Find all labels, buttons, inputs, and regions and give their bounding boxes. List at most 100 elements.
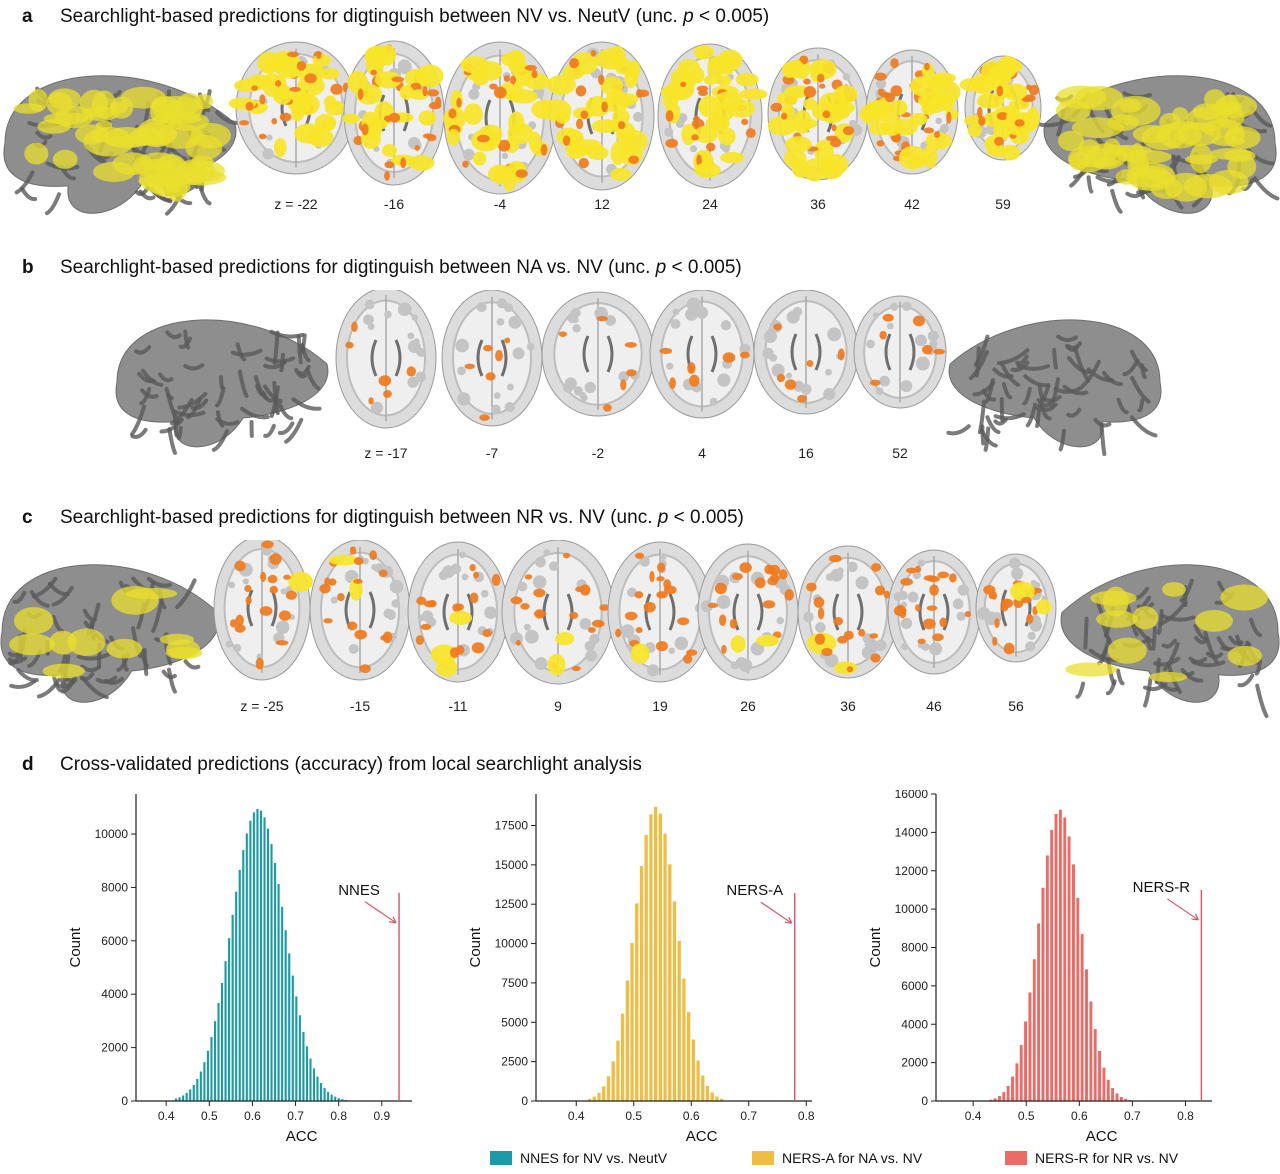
axial-brain-slice (541, 291, 655, 417)
histogram-bar (606, 1075, 611, 1102)
z-slice-label: z = -25 (240, 698, 284, 714)
panel-b-title: b Searchlight-based predictions for digti… (22, 257, 742, 279)
x-tick-label: 0.8 (1177, 1109, 1194, 1123)
histogram-bar (625, 980, 630, 1102)
y-tick-label: 6000 (101, 934, 128, 948)
lateral-brain-surface (3, 75, 241, 216)
y-tick-label: 15000 (495, 858, 529, 872)
histogram-bar (181, 1095, 185, 1102)
histogram-bar (1119, 1096, 1124, 1102)
marker-arrow (1167, 898, 1199, 921)
x-tick-label: 0.6 (244, 1109, 261, 1123)
axial-brain-slice (649, 290, 755, 419)
marker-label: NERS-R (1133, 879, 1191, 896)
panel-letter: a (22, 6, 33, 27)
x-tick-label: 0.5 (201, 1109, 218, 1123)
lateral-brain-surface (0, 564, 220, 703)
histogram-bar (672, 901, 677, 1102)
histogram-bar (677, 940, 682, 1102)
histogram-bar (231, 914, 235, 1102)
panel-letter: d (22, 754, 34, 775)
x-tick-label: 0.6 (683, 1109, 700, 1123)
z-slice-label: 26 (740, 698, 756, 714)
legend-item: NNES for NV vs. NeutV (490, 1150, 667, 1166)
histogram-bar (1023, 1021, 1028, 1102)
histogram-bar (686, 1011, 691, 1102)
histogram-bar (238, 869, 242, 1102)
z-slice-label: -7 (485, 445, 499, 461)
x-tick-label: 0.4 (965, 1109, 982, 1123)
histogram-bar (601, 1085, 606, 1102)
y-tick-label: 16000 (895, 790, 929, 801)
x-tick-label: 0.6 (1071, 1109, 1088, 1123)
histogram-bar (1084, 968, 1089, 1102)
histogram-bar (241, 849, 245, 1102)
histogram-bar (1019, 1044, 1024, 1102)
panel-letter: b (22, 257, 34, 278)
brain-figure (115, 290, 1162, 457)
x-tick-label: 0.5 (1018, 1109, 1035, 1123)
marker-arrow (364, 901, 397, 924)
x-tick-label: 0.9 (373, 1109, 390, 1123)
x-tick-label: 0.4 (158, 1109, 175, 1123)
z-slice-label: z = -17 (364, 445, 408, 461)
axial-brain-slice (657, 43, 768, 189)
z-slice-label: z = -22 (274, 196, 318, 212)
y-tick-label: 4000 (101, 987, 128, 1001)
x-axis-label: ACC (286, 1128, 318, 1145)
histogram-bar (1080, 933, 1085, 1102)
histogram-bar (648, 813, 653, 1102)
title-tail: < 0.005) (693, 6, 770, 27)
brain-row-b: z = -17 -7 -2 4 16 52 (0, 290, 1280, 480)
histogram-bar (291, 975, 295, 1102)
histogram-bar (592, 1096, 597, 1102)
histogram-bar (662, 833, 668, 1102)
histogram-bar (1093, 1028, 1098, 1102)
title-tail: < 0.005) (668, 507, 744, 528)
axial-brain-slice (309, 540, 411, 681)
histogram-bar (1045, 855, 1050, 1102)
z-slice-label: 16 (798, 445, 814, 461)
panel-a-title: a Searchlight-based predictions for digti… (22, 6, 769, 28)
histogram-bar (326, 1091, 330, 1102)
histogram-bar (1071, 863, 1076, 1102)
marker-arrow (760, 901, 793, 924)
histogram-bar (644, 834, 649, 1102)
marker-label: NNES (338, 882, 380, 899)
histogram-bar (202, 1061, 206, 1102)
axial-brain-slice (335, 290, 437, 429)
x-tick-label: 0.4 (568, 1109, 585, 1123)
histogram-bar (629, 942, 635, 1102)
histogram-bar (1058, 809, 1063, 1102)
title-tail: < 0.005) (666, 257, 742, 278)
panel-d-title: d Cross-validated predictions (accuracy) … (22, 754, 642, 776)
axial-brain-slice (697, 543, 799, 681)
histogram-bar (206, 1050, 210, 1102)
axial-brain-slice (959, 55, 1042, 161)
histogram-bar (634, 903, 639, 1102)
histogram-bar (653, 806, 658, 1102)
legend-swatch (1005, 1151, 1027, 1165)
histogram-bar (266, 828, 270, 1102)
legend-swatch (490, 1151, 512, 1165)
histogram-bar (248, 820, 252, 1102)
histogram-bar (681, 978, 686, 1102)
y-tick-label: 4000 (901, 1017, 928, 1031)
histogram-bar (1001, 1091, 1006, 1102)
axial-brain-slice (342, 40, 445, 186)
y-tick-label: 0 (521, 1094, 528, 1108)
axial-brain-slice (607, 541, 713, 683)
z-slice-label: -15 (349, 698, 371, 714)
z-slice-label: 36 (840, 698, 856, 714)
histogram-bar (700, 1075, 705, 1102)
histogram-bar (319, 1082, 323, 1102)
histogram-bar (1075, 897, 1080, 1102)
axial-brain-slice (441, 290, 543, 427)
brain-figure (0, 540, 1280, 718)
y-axis-label: Count (467, 927, 484, 968)
z-slice-label: -2 (591, 445, 605, 461)
legend-label: NERS-A for NA vs. NV (782, 1150, 923, 1166)
axial-brain-slice (767, 47, 869, 182)
z-slice-label: -4 (493, 196, 507, 212)
y-tick-label: 10000 (495, 937, 529, 951)
